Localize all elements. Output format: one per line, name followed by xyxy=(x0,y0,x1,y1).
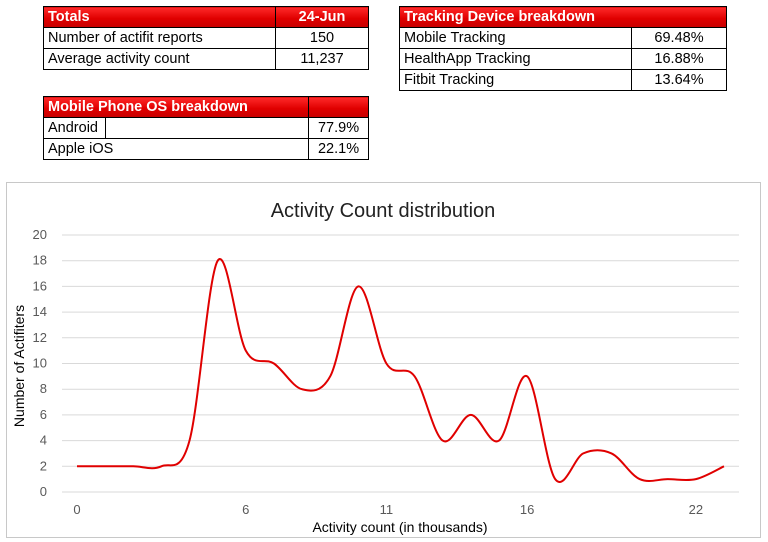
row-value: 77.9% xyxy=(308,117,369,139)
row-value: 13.64% xyxy=(631,69,727,91)
row-value: 69.48% xyxy=(631,27,727,49)
table-row: Android 77.9% xyxy=(43,117,369,139)
row-spacer xyxy=(104,117,310,139)
x-axis-label: Activity count (in thousands) xyxy=(312,519,487,535)
x-tick-label: 6 xyxy=(242,502,249,517)
y-tick-label: 12 xyxy=(33,330,47,345)
row-label: Apple iOS xyxy=(42,138,310,160)
table-row: Mobile Tracking 69.48% xyxy=(399,27,727,49)
totals-header-date: 24-Jun xyxy=(275,6,369,28)
row-value: 22.1% xyxy=(308,138,369,160)
x-tick-label: 11 xyxy=(380,502,394,517)
totals-header-row: Totals 24-Jun xyxy=(43,6,369,28)
y-tick-label: 8 xyxy=(40,381,47,396)
grid-lines xyxy=(62,234,739,493)
x-tick-label: 16 xyxy=(520,502,534,517)
y-tick-label: 4 xyxy=(40,433,47,448)
row-value: 11,237 xyxy=(275,48,369,70)
os-table: Mobile Phone OS breakdown Android 77.9% … xyxy=(42,96,369,160)
y-tick-label: 18 xyxy=(33,253,47,268)
table-row: Number of actifit reports 150 xyxy=(43,27,369,49)
series-line xyxy=(77,257,725,483)
os-header-blank xyxy=(308,96,369,118)
row-value: 150 xyxy=(275,27,369,49)
y-tick-label: 0 xyxy=(40,484,47,499)
y-tick-label: 2 xyxy=(40,458,47,473)
tracking-header-label: Tracking Device breakdown xyxy=(399,6,727,28)
table-row: Average activity count 11,237 xyxy=(43,48,369,70)
y-tick-label: 10 xyxy=(33,356,47,371)
x-tick-labels: 0 6 11 16 22 xyxy=(73,502,703,517)
chart-frame: Activity Count distribution 0 2 4 6 8 10 12 14 1… xyxy=(6,182,761,538)
chart-title: Activity Count distribution xyxy=(271,200,496,222)
y-tick-label: 6 xyxy=(40,407,47,422)
row-label: Android xyxy=(43,117,106,139)
y-tick-labels: 0 2 4 6 8 10 12 14 16 18 20 xyxy=(33,227,47,499)
os-header-row: Mobile Phone OS breakdown xyxy=(42,96,369,118)
table-row: Apple iOS 22.1% xyxy=(42,138,369,160)
x-tick-label: 0 xyxy=(73,502,80,517)
table-row: Fitbit Tracking 13.64% xyxy=(399,69,727,91)
row-label: Number of actifit reports xyxy=(43,27,276,49)
row-label: Fitbit Tracking xyxy=(399,69,632,91)
row-label: HealthApp Tracking xyxy=(399,48,632,70)
table-row: HealthApp Tracking 16.88% xyxy=(399,48,727,70)
row-label: Average activity count xyxy=(43,48,276,70)
totals-table: Totals 24-Jun Number of actifit reports … xyxy=(43,6,369,70)
tracking-header-row: Tracking Device breakdown xyxy=(399,6,727,28)
row-label: Mobile Tracking xyxy=(399,27,632,49)
y-axis-label: Number of Actifiters xyxy=(11,305,27,427)
os-header-label: Mobile Phone OS breakdown xyxy=(42,96,310,118)
activity-chart: Activity Count distribution 0 2 4 6 8 10 12 14 1… xyxy=(11,200,739,535)
totals-header-label: Totals xyxy=(43,6,276,28)
tracking-table: Tracking Device breakdown Mobile Trackin… xyxy=(399,6,727,91)
row-value: 16.88% xyxy=(631,48,727,70)
y-tick-label: 20 xyxy=(33,227,47,242)
y-tick-label: 14 xyxy=(33,304,47,319)
x-tick-label: 22 xyxy=(689,502,703,517)
y-tick-label: 16 xyxy=(33,278,47,293)
